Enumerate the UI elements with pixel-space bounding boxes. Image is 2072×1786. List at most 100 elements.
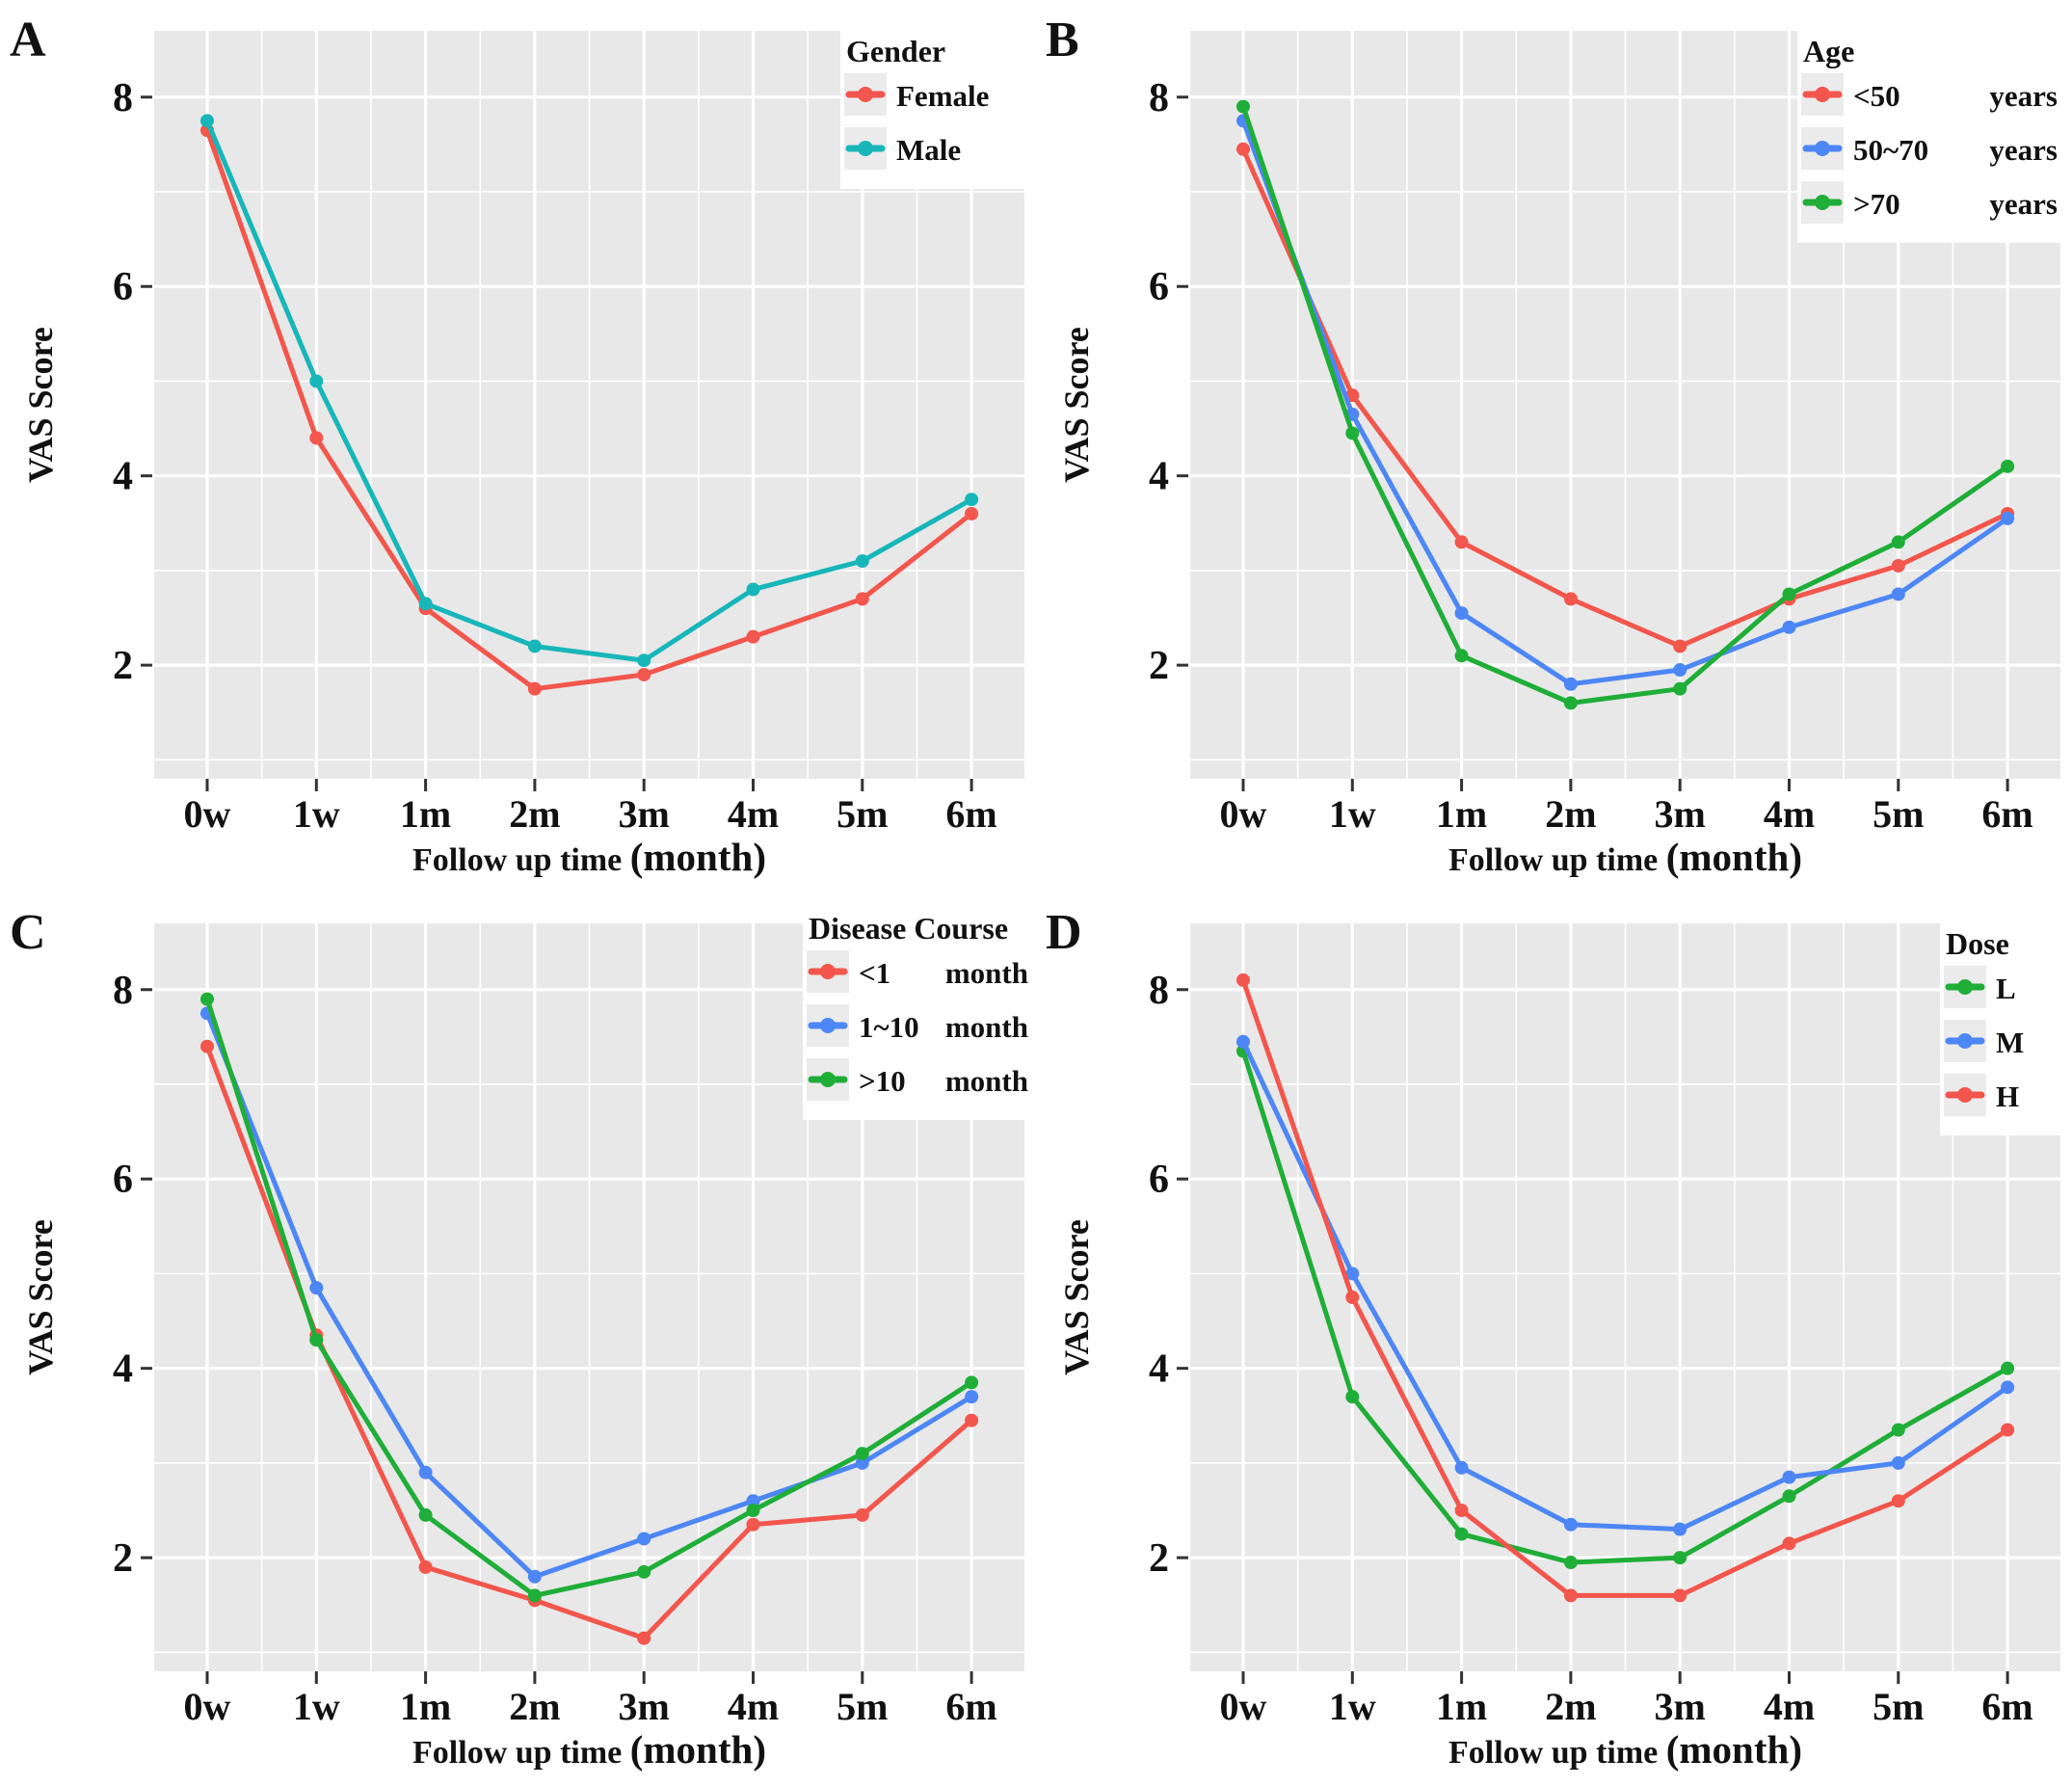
data-point <box>746 1504 760 1518</box>
x-axis-title: Follow up time (month) <box>412 835 766 879</box>
data-point <box>1782 1489 1796 1504</box>
data-point <box>965 1390 979 1404</box>
legend-label: >70 <box>1853 187 1900 221</box>
data-point <box>1236 99 1250 114</box>
series-line <box>204 1044 974 1641</box>
data-point <box>1345 1291 1360 1304</box>
series--10 <box>200 992 979 1603</box>
data-point <box>1563 677 1578 691</box>
legend-unit-label: month <box>945 956 1028 990</box>
data-point <box>1891 587 1905 601</box>
y-tick-label: 4 <box>1149 1347 1169 1392</box>
x-tick-label: 2m <box>1545 1685 1596 1728</box>
minor-gridlines <box>154 31 1024 779</box>
y-tick-label: 2 <box>1149 644 1169 688</box>
data-point <box>527 1569 542 1584</box>
x-tick-label: 0w <box>1220 1685 1267 1728</box>
data-point <box>746 582 760 597</box>
panel-d-chart: 0w 1w 1m 2m 3m 4m 5m 6m 2 4 6 8 Follow up time (mont… <box>1046 905 2067 1772</box>
series-line <box>1240 104 2010 706</box>
legend: Age <50 years 50~70 years >70 years <box>1797 25 2065 243</box>
x-tick-label: 3m <box>619 1685 670 1728</box>
data-point <box>1673 681 1687 696</box>
legend-unit-label: years <box>1989 133 2058 167</box>
legend: Disease Course <1 month 1~10 month >10 month <box>803 902 1036 1120</box>
axis-ticks: 0w 1w 1m 2m 3m 4m 5m 6m 2 4 6 8 <box>1149 969 2033 1728</box>
x-axis-title: Follow up time (month) <box>1448 835 1802 879</box>
panel-letter: D <box>1046 905 1082 960</box>
y-axis-title: VAS Score <box>1057 1219 1096 1375</box>
data-point <box>1673 663 1687 678</box>
y-tick-label: 4 <box>1149 455 1169 499</box>
legend: Gender Female Male <box>840 25 1031 189</box>
legend: Dose LMH <box>1940 918 2067 1135</box>
data-point <box>746 1517 760 1532</box>
series-line <box>204 127 974 692</box>
data-point <box>2001 1361 2015 1375</box>
series-line <box>1240 147 2010 649</box>
x-tick-label: 1m <box>400 1685 451 1728</box>
x-axis-title: Follow up time (month) <box>412 1727 766 1772</box>
x-tick-label: 2m <box>1545 792 1596 836</box>
x-tick-label: 1w <box>293 792 340 836</box>
panel-letter: A <box>10 13 46 67</box>
data-point <box>746 629 760 644</box>
data-point <box>1563 696 1578 710</box>
x-tick-label: 1m <box>1436 792 1487 836</box>
x-tick-label: 1w <box>293 1685 340 1728</box>
x-tick-label: 2m <box>509 1685 560 1728</box>
y-tick-label: 6 <box>1149 265 1169 309</box>
panel-b-chart: 0w 1w 1m 2m 3m 4m 5m 6m 2 4 6 8 Follow up time (mont… <box>1046 13 2065 879</box>
y-tick-label: 8 <box>1149 969 1169 1013</box>
data-point <box>2001 459 2015 473</box>
legend-title: Disease Course <box>809 911 1008 946</box>
legend-unit-label: years <box>1989 79 2058 113</box>
data-point <box>855 1447 869 1461</box>
data-point <box>1782 620 1796 634</box>
legend-label: <1 <box>859 956 890 990</box>
data-point <box>965 1375 979 1390</box>
series-line <box>1240 1049 2010 1565</box>
legend-label: 1~10 <box>859 1010 919 1044</box>
data-point <box>309 1281 324 1295</box>
series-line <box>204 997 974 1598</box>
data-point <box>1891 1494 1905 1508</box>
legend-unit-label: month <box>945 1064 1028 1098</box>
series-line <box>1240 977 2010 1598</box>
y-tick-label: 8 <box>1149 76 1169 120</box>
x-tick-label: 6m <box>945 1685 996 1728</box>
series-line <box>1240 1039 2010 1533</box>
data-point <box>746 1494 760 1508</box>
data-point <box>1454 1460 1469 1475</box>
data-point <box>418 597 433 611</box>
data-point <box>309 1333 324 1347</box>
x-tick-label: 0w <box>1220 792 1267 836</box>
series-line <box>1240 118 2010 687</box>
data-point <box>1454 1504 1469 1518</box>
data-point <box>2001 1380 2015 1395</box>
data-point <box>418 1559 433 1574</box>
data-point <box>637 1564 651 1579</box>
data-point <box>527 639 542 653</box>
data-point <box>965 506 979 520</box>
legend-label: >10 <box>859 1064 906 1098</box>
data-point <box>637 1532 651 1546</box>
data-point <box>965 493 979 507</box>
data-point <box>1782 1536 1796 1551</box>
data-point <box>1891 1455 1905 1470</box>
data-point <box>527 1588 542 1603</box>
data-point <box>1673 639 1687 653</box>
legend-unit-label: years <box>1989 187 2058 221</box>
data-point <box>1782 1470 1796 1484</box>
x-tick-label: 5m <box>1873 792 1924 836</box>
x-tick-label: 6m <box>1981 792 2032 836</box>
x-tick-label: 6m <box>945 792 996 836</box>
data-point <box>1563 1517 1578 1532</box>
data-point <box>1454 649 1469 663</box>
series-m <box>1236 1034 2015 1536</box>
data-point <box>1673 1551 1687 1565</box>
data-point <box>1236 1034 1250 1049</box>
x-tick-label: 4m <box>1764 792 1815 836</box>
data-point <box>309 431 324 445</box>
x-axis-title: Follow up time (month) <box>1448 1727 1802 1772</box>
